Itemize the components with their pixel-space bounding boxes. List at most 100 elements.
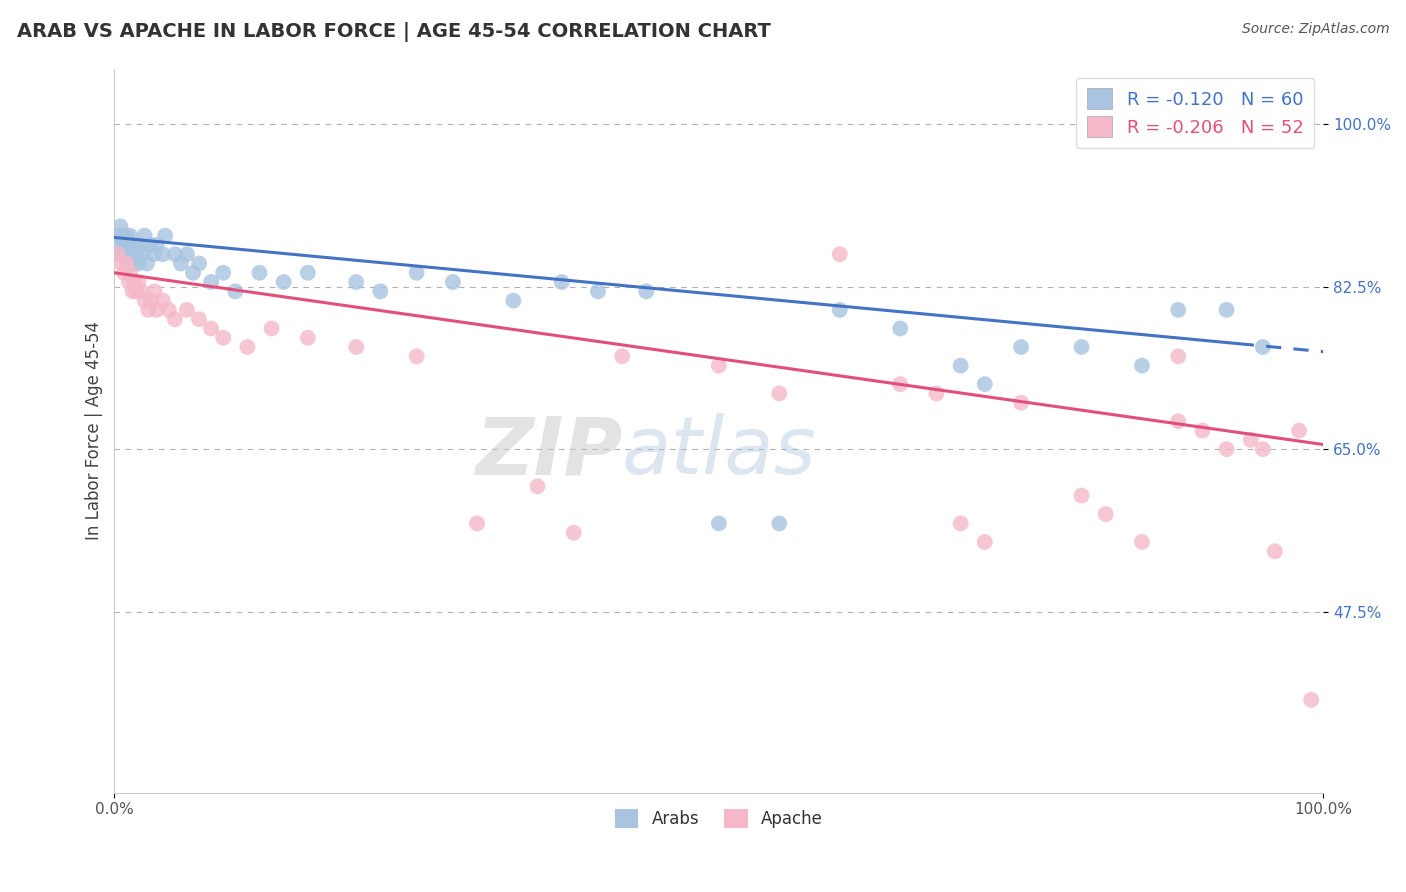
Point: [441, 275, 464, 289]
Point: [502, 293, 524, 308]
Point: [124, 247, 146, 261]
Point: [889, 377, 911, 392]
Point: [176, 247, 198, 261]
Point: [1240, 433, 1263, 447]
Point: [1130, 359, 1153, 373]
Point: [107, 247, 129, 261]
Point: [139, 293, 162, 308]
Y-axis label: In Labor Force | Age 45-54: In Labor Force | Age 45-54: [86, 321, 103, 540]
Point: [925, 386, 948, 401]
Point: [1191, 424, 1213, 438]
Point: [1010, 395, 1032, 409]
Point: [121, 285, 143, 299]
Point: [1288, 424, 1310, 438]
Point: [111, 256, 134, 270]
Point: [1094, 507, 1116, 521]
Point: [224, 285, 246, 299]
Point: [636, 285, 658, 299]
Point: [973, 535, 995, 549]
Point: [344, 275, 367, 289]
Point: [176, 302, 198, 317]
Point: [117, 247, 139, 261]
Point: [465, 516, 488, 531]
Point: [260, 321, 283, 335]
Point: [115, 238, 138, 252]
Point: [125, 238, 148, 252]
Point: [707, 359, 730, 373]
Point: [562, 525, 585, 540]
Point: [249, 266, 271, 280]
Text: Source: ZipAtlas.com: Source: ZipAtlas.com: [1241, 22, 1389, 37]
Point: [586, 285, 609, 299]
Point: [111, 228, 134, 243]
Point: [707, 516, 730, 531]
Point: [1167, 302, 1189, 317]
Point: [134, 293, 156, 308]
Point: [114, 247, 136, 261]
Point: [828, 302, 851, 317]
Point: [121, 238, 143, 252]
Point: [828, 247, 851, 261]
Point: [143, 285, 166, 299]
Point: [129, 285, 152, 299]
Point: [139, 238, 162, 252]
Point: [1130, 535, 1153, 549]
Point: [110, 219, 132, 234]
Point: [129, 238, 152, 252]
Point: [610, 349, 633, 363]
Point: [157, 302, 180, 317]
Point: [136, 256, 159, 270]
Point: [526, 479, 548, 493]
Point: [127, 247, 149, 261]
Point: [1251, 340, 1274, 354]
Point: [1010, 340, 1032, 354]
Point: [1167, 349, 1189, 363]
Point: [152, 247, 174, 261]
Point: [108, 238, 131, 252]
Point: [1215, 302, 1237, 317]
Point: [1264, 544, 1286, 558]
Point: [121, 247, 143, 261]
Text: atlas: atlas: [621, 413, 817, 491]
Point: [120, 228, 142, 243]
Point: [125, 285, 148, 299]
Point: [128, 275, 150, 289]
Point: [212, 266, 235, 280]
Point: [181, 266, 204, 280]
Point: [115, 256, 138, 270]
Point: [145, 302, 167, 317]
Point: [768, 386, 790, 401]
Point: [1167, 414, 1189, 428]
Point: [122, 275, 145, 289]
Legend: Arabs, Apache: Arabs, Apache: [609, 803, 830, 835]
Text: ZIP: ZIP: [475, 413, 621, 491]
Point: [122, 256, 145, 270]
Point: [768, 516, 790, 531]
Point: [236, 340, 259, 354]
Point: [405, 266, 427, 280]
Point: [107, 228, 129, 243]
Point: [344, 340, 367, 354]
Point: [1070, 340, 1092, 354]
Point: [405, 349, 427, 363]
Point: [1301, 693, 1323, 707]
Point: [115, 228, 138, 243]
Point: [112, 266, 135, 280]
Point: [212, 331, 235, 345]
Point: [188, 256, 211, 270]
Point: [111, 247, 134, 261]
Point: [200, 321, 222, 335]
Point: [170, 256, 193, 270]
Point: [152, 293, 174, 308]
Point: [297, 331, 319, 345]
Point: [128, 256, 150, 270]
Point: [118, 256, 141, 270]
Point: [188, 312, 211, 326]
Point: [973, 377, 995, 392]
Point: [163, 312, 186, 326]
Text: ARAB VS APACHE IN LABOR FORCE | AGE 45-54 CORRELATION CHART: ARAB VS APACHE IN LABOR FORCE | AGE 45-5…: [17, 22, 770, 42]
Point: [1215, 442, 1237, 457]
Point: [120, 238, 142, 252]
Point: [550, 275, 572, 289]
Point: [131, 247, 153, 261]
